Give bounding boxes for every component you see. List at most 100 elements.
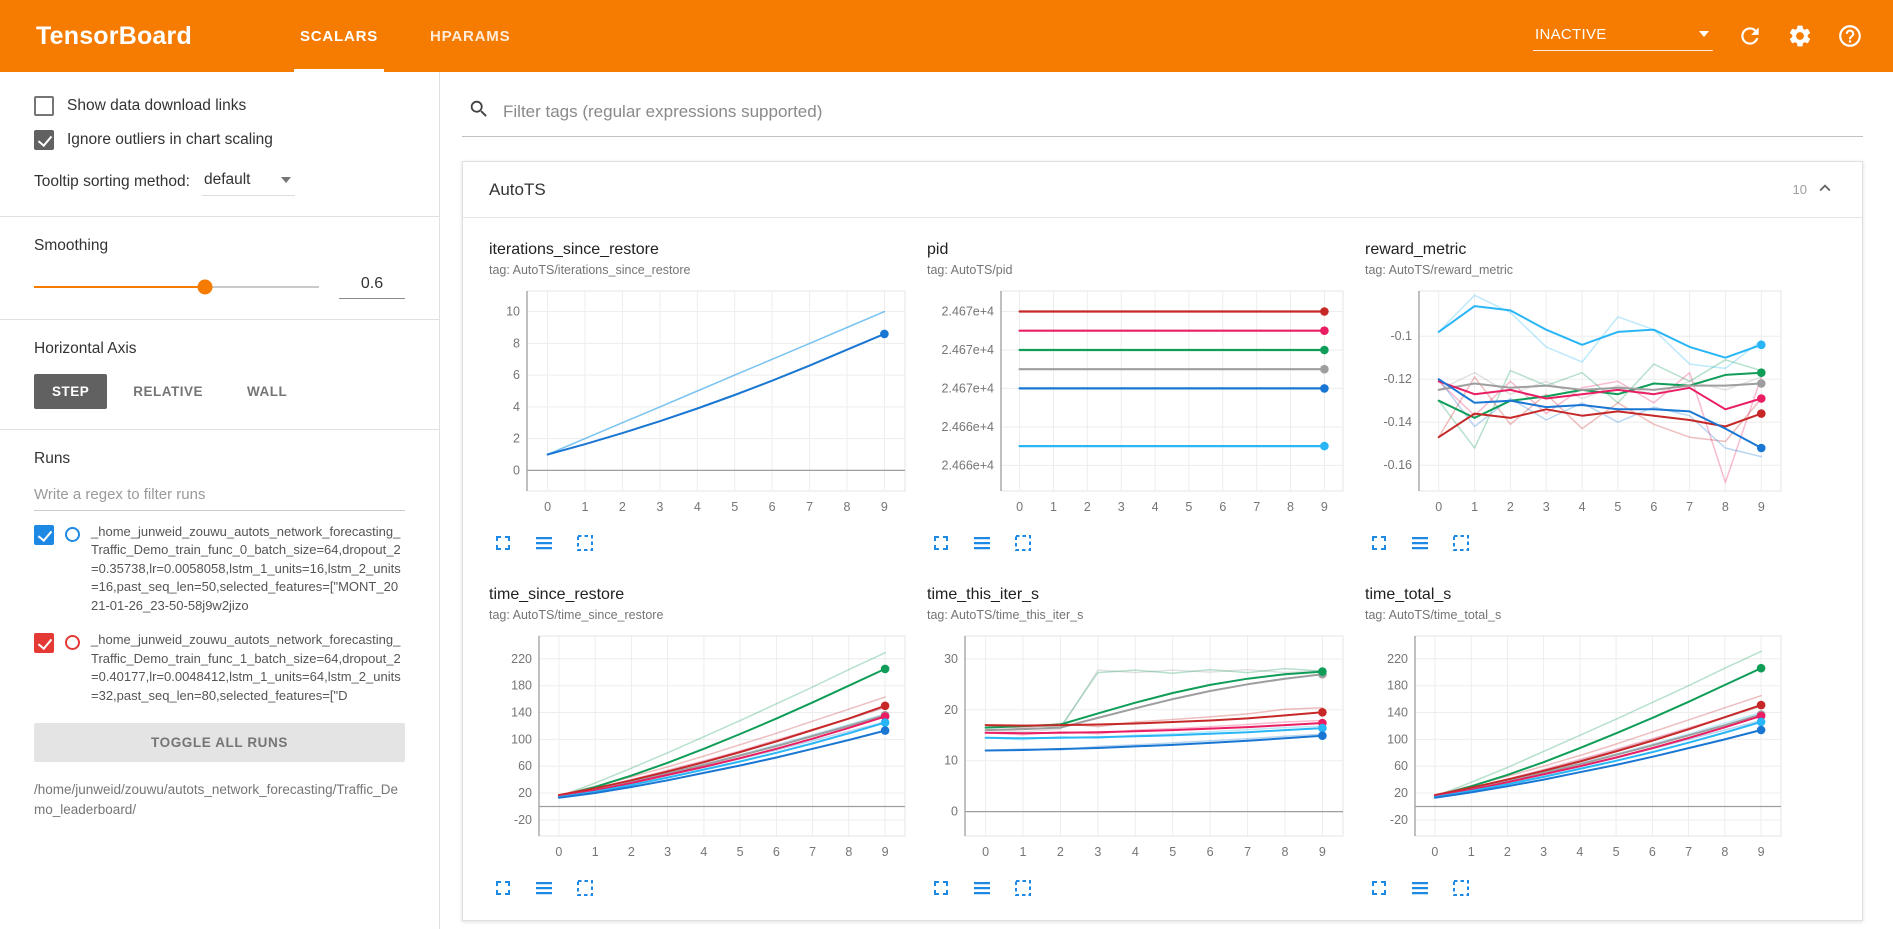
line-chart[interactable]: 0 1 2 3 4 5 6 7 8 9 -20 20 60 100 140 180 220 — [1365, 628, 1789, 868]
expand-chart-icon[interactable] — [491, 531, 515, 555]
tooltip-sorting-dropdown[interactable]: default — [201, 168, 295, 196]
svg-text:180: 180 — [511, 679, 532, 693]
run-checkbox[interactable] — [34, 633, 54, 654]
help-icon[interactable] — [1837, 23, 1863, 49]
run-selector-icon[interactable] — [1408, 876, 1432, 900]
expand-chart-icon[interactable] — [929, 876, 953, 900]
line-chart[interactable]: 0 1 2 3 4 5 6 7 8 9 -0.1 -0.12 -0.14 -0.16 — [1365, 283, 1789, 523]
divider — [0, 319, 439, 320]
divider — [0, 429, 439, 430]
run-row-1[interactable]: _home_junweid_zouwu_autots_network_forec… — [34, 619, 405, 709]
svg-text:2.466e+4: 2.466e+4 — [942, 458, 995, 472]
svg-text:-0.1: -0.1 — [1390, 329, 1412, 343]
smoothing-value-input[interactable]: 0.6 — [339, 275, 405, 299]
svg-text:5: 5 — [1613, 845, 1620, 859]
svg-text:5: 5 — [737, 845, 744, 859]
smoothing-slider[interactable] — [34, 279, 319, 295]
svg-text:-20: -20 — [514, 813, 532, 827]
svg-text:3: 3 — [656, 500, 663, 514]
status-dropdown[interactable]: INACTIVE — [1533, 22, 1713, 51]
header-actions: INACTIVE — [1533, 0, 1863, 72]
expand-chart-icon[interactable] — [929, 531, 953, 555]
ignore-outliers-label: Ignore outliers in chart scaling — [67, 131, 273, 148]
fit-domain-icon[interactable] — [1449, 876, 1473, 900]
svg-text:140: 140 — [1387, 706, 1408, 720]
smoothing-slider-fill — [34, 286, 205, 288]
svg-text:8: 8 — [513, 336, 520, 350]
svg-text:9: 9 — [881, 500, 888, 514]
tooltip-sorting-value: default — [203, 171, 251, 188]
line-chart[interactable]: 0 1 2 3 4 5 6 7 8 9 -20 20 60 100 140 180 220 — [489, 628, 913, 868]
main-content: AutoTS 10 iterations_since_restore tag: … — [440, 72, 1893, 929]
chart-title: reward_metric — [1365, 241, 1467, 258]
runs-logdir-path: /home/junweid/zouwu/autots_network_forec… — [34, 782, 398, 818]
runs-filter-input[interactable] — [34, 478, 405, 511]
expand-chart-icon[interactable] — [1367, 876, 1391, 900]
svg-text:7: 7 — [1686, 500, 1693, 514]
tag-filter-bar — [462, 96, 1863, 137]
tag-filter-input[interactable] — [503, 101, 1857, 122]
show-download-links-checkbox[interactable] — [34, 96, 54, 116]
svg-text:2: 2 — [1504, 845, 1511, 859]
line-chart[interactable]: 0 1 2 3 4 5 6 7 8 9 2.467e+4 2.467e+4 2.467e+4 2.466e… — [927, 283, 1351, 523]
svg-text:6: 6 — [773, 845, 780, 859]
run-selector-icon[interactable] — [970, 531, 994, 555]
fit-domain-icon[interactable] — [573, 531, 597, 555]
run-selector-icon[interactable] — [532, 876, 556, 900]
run-selector-icon[interactable] — [1408, 531, 1432, 555]
svg-text:8: 8 — [1721, 845, 1728, 859]
line-chart[interactable]: 0 1 2 3 4 5 6 7 8 9 0 10 20 30 — [927, 628, 1351, 868]
run-selector-icon[interactable] — [970, 876, 994, 900]
settings-gear-icon[interactable] — [1787, 23, 1813, 49]
axis-step-button[interactable]: STEP — [34, 374, 108, 409]
axis-relative-button[interactable]: RELATIVE — [115, 374, 221, 409]
svg-text:6: 6 — [1219, 500, 1226, 514]
fit-domain-icon[interactable] — [1011, 531, 1035, 555]
svg-text:4: 4 — [700, 845, 707, 859]
svg-text:2.467e+4: 2.467e+4 — [942, 305, 995, 319]
ignore-outliers-checkbox[interactable] — [34, 130, 54, 150]
show-download-links-row[interactable]: Show data download links — [34, 96, 405, 116]
svg-text:220: 220 — [511, 652, 532, 666]
svg-text:0: 0 — [1431, 845, 1438, 859]
tensorboard-logo: TensorBoard — [36, 21, 192, 50]
run-radio[interactable] — [65, 635, 80, 651]
expand-chart-icon[interactable] — [491, 876, 515, 900]
svg-text:3: 3 — [1543, 500, 1550, 514]
svg-text:1: 1 — [582, 500, 589, 514]
svg-text:2: 2 — [1507, 500, 1514, 514]
chevron-up-icon[interactable] — [1814, 177, 1836, 202]
show-download-links-label: Show data download links — [67, 97, 247, 114]
refresh-icon[interactable] — [1737, 23, 1763, 49]
smoothing-slider-thumb[interactable] — [197, 279, 213, 295]
line-chart[interactable]: 0 1 2 3 4 5 6 7 8 9 0 2 4 6 8 10 — [489, 283, 913, 523]
svg-text:6: 6 — [1207, 845, 1214, 859]
svg-text:1: 1 — [1020, 845, 1027, 859]
svg-text:8: 8 — [845, 845, 852, 859]
tab-scalars[interactable]: SCALARS — [274, 0, 404, 72]
tab-hparams[interactable]: HPARAMS — [430, 27, 511, 45]
card-header[interactable]: AutoTS 10 — [463, 162, 1862, 218]
svg-text:20: 20 — [944, 703, 958, 717]
charts-grid: iterations_since_restore tag: AutoTS/ite… — [463, 218, 1862, 920]
run-radio[interactable] — [65, 527, 80, 542]
run-checkbox[interactable] — [34, 525, 54, 545]
svg-text:8: 8 — [1722, 500, 1729, 514]
fit-domain-icon[interactable] — [573, 876, 597, 900]
svg-text:0: 0 — [555, 845, 562, 859]
svg-text:6: 6 — [1650, 500, 1657, 514]
toggle-all-runs-button[interactable]: TOGGLE ALL RUNS — [34, 723, 405, 763]
chart-tag: tag: AutoTS/time_this_iter_s — [927, 608, 1084, 622]
expand-chart-icon[interactable] — [1367, 531, 1391, 555]
svg-text:8: 8 — [844, 500, 851, 514]
fit-domain-icon[interactable] — [1011, 876, 1035, 900]
chart-tag: tag: AutoTS/pid — [927, 263, 1013, 277]
svg-text:2: 2 — [1057, 845, 1064, 859]
axis-wall-button[interactable]: WALL — [229, 374, 305, 409]
run-selector-icon[interactable] — [532, 531, 556, 555]
svg-text:7: 7 — [1685, 845, 1692, 859]
ignore-outliers-row[interactable]: Ignore outliers in chart scaling — [34, 130, 405, 150]
fit-domain-icon[interactable] — [1449, 531, 1473, 555]
run-row-0[interactable]: _home_junweid_zouwu_autots_network_forec… — [34, 511, 405, 619]
svg-text:7: 7 — [809, 845, 816, 859]
